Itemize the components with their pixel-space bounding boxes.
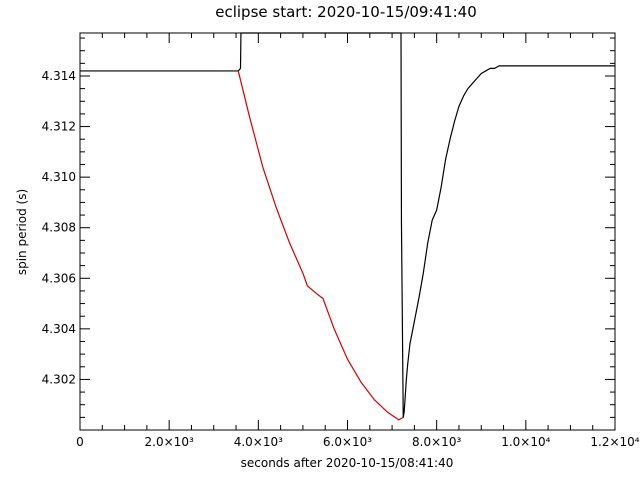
- x-tick-label: 8.0×10³: [412, 435, 461, 449]
- x-tick-label: 1.2×10⁴: [590, 435, 639, 449]
- x-tick-label: 2.0×10³: [145, 435, 194, 449]
- x-tick-label: 1.0×10⁴: [501, 435, 550, 449]
- y-axis-label: spin period (s): [15, 189, 29, 275]
- chart-title: eclipse start: 2020-10-15/09:41:40: [215, 3, 477, 21]
- y-tick-label: 4.310: [42, 170, 76, 184]
- x-axis: 0 2.0×10³ 4.0×10³ 6.0×10³ 8.0×10³ 1.0×10⁴ 1.2×…: [76, 33, 640, 449]
- plot-frame: [79, 32, 616, 431]
- y-tick-label: 4.314: [42, 69, 76, 83]
- y-tick-label: 4.308: [42, 221, 76, 235]
- x-tick-label: 4.0×10³: [234, 435, 283, 449]
- series-layer: [80, 32, 615, 421]
- y-tick-label: 4.302: [42, 372, 76, 386]
- y-tick-label: 4.304: [42, 322, 76, 336]
- x-tick-label: 6.0×10³: [323, 435, 372, 449]
- x-tick-label: 0: [76, 435, 84, 449]
- y-tick-label: 4.306: [42, 271, 76, 285]
- y-axis: 4.302 4.304 4.306 4.308 4.310 4.312 4.314: [42, 37, 615, 418]
- y-tick-label: 4.312: [42, 120, 76, 134]
- series-line-black: [80, 32, 615, 418]
- series-line-red: [237, 70, 404, 421]
- x-axis-label: seconds after 2020-10-15/08:41:40: [241, 456, 454, 470]
